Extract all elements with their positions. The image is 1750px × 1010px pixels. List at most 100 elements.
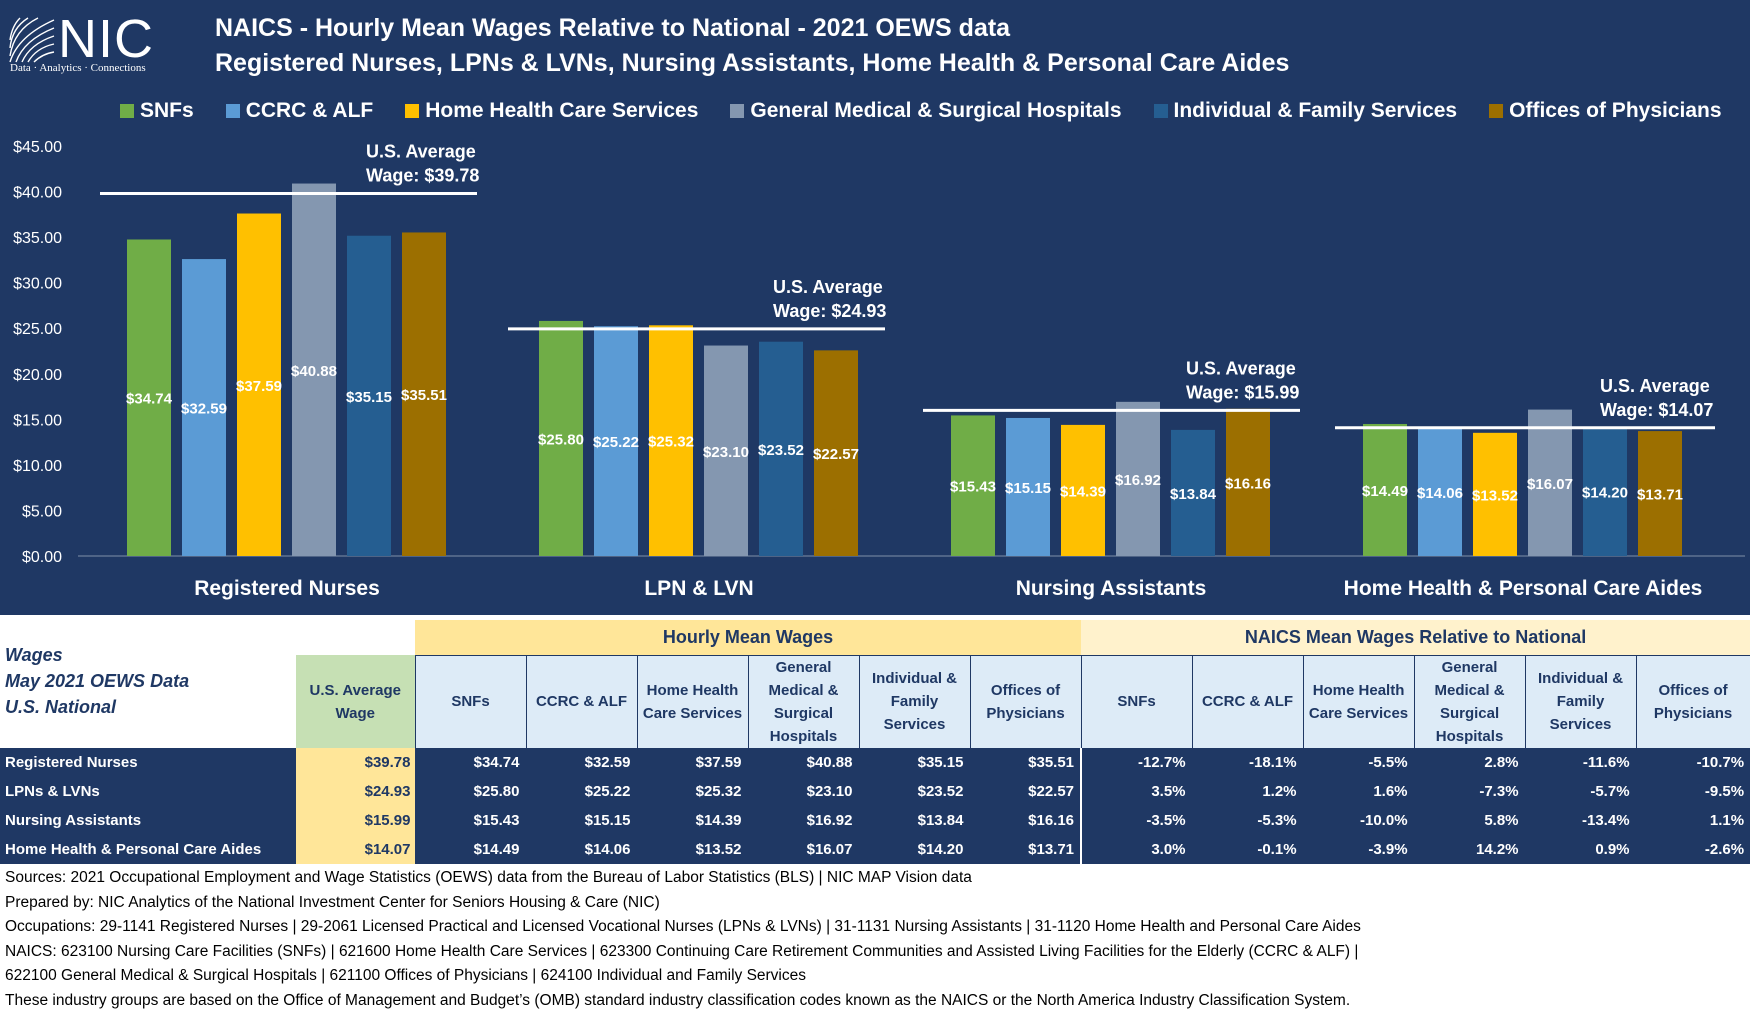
legend-label: Offices of Physicians [1509,99,1722,122]
logo-wordmark: NIC [58,9,154,69]
col-header: General Medical & Surgical Hospitals [747,654,860,749]
bar-data-label: $35.51 [401,387,447,404]
bar-data-label: $14.39 [1060,483,1106,500]
bar-ccrc-alf [594,326,638,556]
relative-cell: -5.5% [1302,748,1415,777]
relative-cell: -3.5% [1080,806,1193,835]
group-header-hourly: Hourly Mean Wages [415,620,1082,655]
table-row: Nursing Assistants $15.99 $15.43 $15.15 $14.… [0,806,1750,835]
relative-cell: 1.2% [1191,777,1304,806]
bar-data-label: $13.71 [1637,487,1683,504]
bar-data-label: $13.84 [1170,486,1217,503]
logo-tagline: Data · Analytics · Connections [10,62,146,74]
wage-cell: $35.15 [858,748,970,777]
relative-cell: -9.5% [1635,777,1750,806]
bar-individual-family-services [1583,426,1627,556]
legend-item-snfs: SNFs [120,99,194,123]
relative-cell: -7.3% [1413,777,1526,806]
bar-data-label: $32.59 [181,401,227,418]
legend-label: SNFs [140,99,194,122]
relative-cell: -10.0% [1302,806,1415,835]
bar-data-label: $22.57 [813,446,859,463]
relative-cell: 1.1% [1635,806,1750,835]
relative-cell: -11.6% [1524,748,1637,777]
relative-cell: 3.5% [1080,777,1193,806]
note-line: Prepared by: NIC Analytics of the Nation… [5,893,660,911]
col-header: Home Health Care Services [1302,654,1415,749]
table-caption: Wages May 2021 OEWS Data U.S. National [0,620,296,748]
table-row: Home Health & Personal Care Aides $14.07 $… [0,835,1750,864]
legend-label: Individual & Family Services [1173,99,1458,122]
legend-swatch [405,104,420,118]
chart-panel: NIC Data · Analytics · Connections NAICS… [0,0,1750,615]
note-line: NAICS: 623100 Nursing Care Facilities (S… [5,942,1359,960]
wage-cell: $16.16 [969,806,1082,835]
y-tick-label: $5.00 [22,503,62,520]
bar-data-label: $13.52 [1472,487,1518,504]
us-average-label: Wage: $39.78 [366,166,479,186]
relative-cell: -2.6% [1635,835,1750,864]
bar-data-label: $23.10 [703,444,749,461]
wage-cell: $14.39 [636,806,748,835]
us-average-label: U.S. Average [1600,376,1710,396]
bar-offices-of-physicians [814,350,858,556]
wage-cell: $35.51 [969,748,1082,777]
wage-cell: $14.49 [414,835,526,864]
bar-data-label: $14.49 [1362,483,1408,500]
y-tick-label: $40.00 [13,185,62,202]
bar-data-label: $14.06 [1417,485,1463,502]
bar-ccrc-alf [182,259,226,556]
relative-cell: -13.4% [1524,806,1637,835]
x-category-label: Registered Nurses [194,577,380,600]
bar-ccrc-alf [1006,417,1050,556]
us-average-label: Wage: $15.99 [1186,382,1299,402]
bar-offices-of-physicians [1638,431,1682,556]
bar-offices-of-physicians [1226,408,1270,556]
y-tick-label: $30.00 [13,276,62,293]
bar-chart: $0.00 $5.00 $10.00 $15.00 $20.00 $25.00 $30.00… [13,139,1745,600]
table-row: Registered Nurses $39.78 $34.74 $32.59 $37.5… [0,748,1750,777]
col-header: SNFs [414,654,527,749]
note-line: Occupations: 29-1141 Registered Nurses |… [5,918,1361,935]
bar-offices-of-physicians [402,232,446,556]
relative-cell: 0.9% [1524,835,1637,864]
col-header-us-average: U.S. Average Wage [296,655,415,748]
y-tick-label: $10.00 [13,458,62,475]
caption-line: Wages [5,645,63,665]
relative-cell: -10.7% [1635,748,1750,777]
wage-cell: $13.52 [636,835,748,864]
legend-item-home-health: Home Health Care Services [405,99,698,123]
col-header: General Medical & Surgical Hospitals [1413,654,1526,749]
wage-cell: $34.74 [414,748,526,777]
footnotes: Sources: 2021 Occupational Employment an… [5,866,1745,1010]
chart-legend: SNFs CCRC & ALF Home Health Care Service… [120,99,1750,123]
wage-cell: $22.57 [969,777,1082,806]
note-line: Sources: 2021 Occupational Employment an… [5,869,972,886]
wage-cell: $23.52 [858,777,970,806]
chart-subtitle: Registered Nurses, LPNs & LVNs, Nursing … [215,49,1290,77]
note-line: These industry groups are based on the O… [5,991,1351,1009]
us-average-label: Wage: $14.07 [1600,400,1713,420]
wage-cell: $25.32 [636,777,748,806]
relative-cell: -18.1% [1191,748,1304,777]
nic-logo: NIC Data · Analytics · Connections [8,9,158,78]
y-tick-label: $45.00 [13,139,62,156]
bar-individual-family-services [759,341,803,556]
spacer-cell [296,620,415,655]
legend-label: CCRC & ALF [245,99,374,122]
wage-cell: $13.84 [858,806,970,835]
bar-home-health-care-services [649,325,693,556]
col-header: Individual & Family Services [858,654,971,749]
relative-cell: 2.8% [1413,748,1526,777]
bar-data-label: $25.80 [538,431,584,448]
table-row: LPNs & LVNs $24.93 $25.80 $25.22 $25.32 $23.1… [0,777,1750,806]
row-label: Registered Nurses [0,748,296,777]
wage-cell: $25.80 [414,777,526,806]
bar-data-label: $16.92 [1115,472,1161,489]
relative-cell: 1.6% [1302,777,1415,806]
x-category-label: Home Health & Personal Care Aides [1344,577,1703,600]
wage-cell: $13.71 [969,835,1082,864]
bar-home-health-care-services [1061,424,1105,556]
bar-individual-family-services [1171,429,1215,556]
bar-general-medical-surgical-hospitals [1116,401,1160,556]
